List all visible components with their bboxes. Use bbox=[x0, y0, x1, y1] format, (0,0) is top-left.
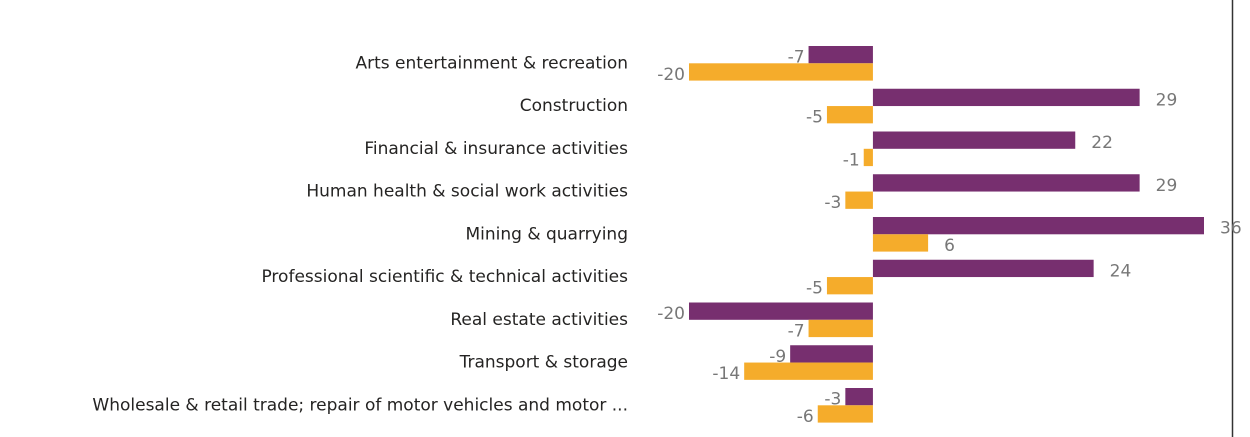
data-label: -1 bbox=[843, 150, 860, 170]
data-label: 6 bbox=[944, 236, 955, 256]
category-label: Financial & insurance activities bbox=[364, 139, 628, 159]
data-label: -5 bbox=[806, 279, 823, 299]
bar bbox=[872, 217, 1204, 235]
bar bbox=[790, 345, 873, 363]
bar bbox=[808, 46, 873, 64]
bar bbox=[872, 234, 929, 252]
bar bbox=[872, 131, 1076, 149]
bar bbox=[826, 106, 873, 124]
bar bbox=[689, 63, 873, 81]
category-label: Professional scientific & technical acti… bbox=[261, 267, 628, 287]
category-label: Human health & social work activities bbox=[306, 182, 628, 202]
data-label: -7 bbox=[788, 321, 805, 341]
category-label: Transport & storage bbox=[459, 353, 628, 373]
data-label: -3 bbox=[824, 390, 841, 410]
bar bbox=[744, 362, 873, 380]
bar bbox=[872, 174, 1140, 192]
data-label: 22 bbox=[1091, 133, 1113, 153]
data-label: -7 bbox=[788, 48, 805, 68]
data-label: -3 bbox=[824, 193, 841, 213]
bar bbox=[872, 259, 1094, 278]
category-label: Mining & quarrying bbox=[465, 224, 628, 244]
data-label: -9 bbox=[769, 347, 786, 367]
bar bbox=[845, 388, 873, 406]
data-label: 29 bbox=[1156, 90, 1178, 110]
data-label: -14 bbox=[712, 364, 740, 384]
bar bbox=[872, 88, 1140, 107]
bar bbox=[689, 302, 873, 320]
data-label: -20 bbox=[657, 65, 685, 85]
data-label: -20 bbox=[657, 304, 685, 324]
bar bbox=[845, 191, 873, 209]
category-label: Construction bbox=[520, 96, 628, 116]
data-label: 36 bbox=[1220, 219, 1242, 239]
data-label: -5 bbox=[806, 108, 823, 128]
bar bbox=[808, 319, 873, 338]
data-label: 29 bbox=[1156, 176, 1178, 196]
bar bbox=[817, 405, 873, 423]
bar bbox=[863, 148, 873, 167]
category-label: Real estate activities bbox=[450, 310, 628, 330]
data-label: 24 bbox=[1110, 261, 1132, 281]
category-label: Wholesale & retail trade; repair of moto… bbox=[92, 395, 628, 415]
bar bbox=[826, 277, 873, 295]
data-label: -6 bbox=[797, 407, 814, 427]
category-label: Arts entertainment & recreation bbox=[356, 53, 628, 73]
